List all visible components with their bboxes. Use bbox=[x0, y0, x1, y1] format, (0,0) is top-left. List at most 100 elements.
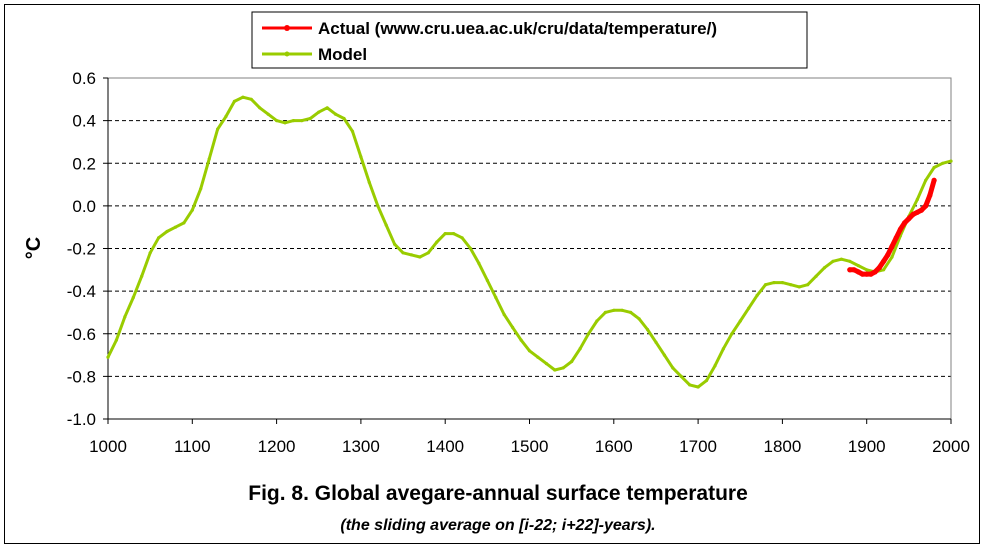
series-line-actual bbox=[847, 177, 937, 277]
chart-subtitle: (the sliding average on [i-22; i+22]-yea… bbox=[340, 517, 655, 534]
data-point-actual bbox=[910, 211, 916, 217]
data-point-model bbox=[789, 283, 793, 287]
y-tick-label: 0.6 bbox=[72, 69, 96, 88]
data-point-model bbox=[325, 106, 329, 110]
data-point-model bbox=[165, 229, 169, 234]
data-point-model bbox=[755, 293, 759, 297]
data-point-model bbox=[435, 240, 439, 244]
data-point-model bbox=[249, 97, 253, 101]
data-point-model bbox=[721, 347, 726, 351]
y-tick-label: 0.4 bbox=[72, 112, 96, 131]
data-point-model bbox=[148, 251, 152, 255]
data-point-model bbox=[359, 155, 363, 159]
legend: Actual (www.cru.uea.ac.uk/cru/data/tempe… bbox=[251, 11, 808, 69]
data-point-model bbox=[570, 359, 574, 364]
data-point-model bbox=[806, 283, 810, 287]
axes: -1.0 -0.8 -0.6 -0.4 -0.2 0.0 0.2 0.4 0.6 1000 1100… bbox=[67, 69, 970, 456]
data-point-model bbox=[763, 283, 768, 287]
y-tick-label: -0.2 bbox=[67, 240, 96, 259]
y-tick-label: -1.0 bbox=[67, 410, 96, 429]
legend-box bbox=[251, 11, 808, 69]
data-point-model bbox=[586, 332, 591, 336]
data-point-actual bbox=[914, 209, 920, 215]
data-point-model bbox=[131, 295, 135, 300]
data-point-model bbox=[671, 366, 675, 370]
data-point-model bbox=[924, 178, 928, 182]
series-layer bbox=[106, 95, 953, 389]
data-point-actual bbox=[881, 258, 887, 264]
data-point-model bbox=[376, 204, 380, 208]
data-point-model bbox=[342, 116, 346, 121]
data-point-actual bbox=[931, 177, 937, 183]
x-tick-label: 2000 bbox=[932, 437, 970, 456]
x-tick-label: 1600 bbox=[595, 437, 633, 456]
data-point-model bbox=[409, 253, 414, 257]
legend-label-actual: Actual (www.cru.uea.ac.uk/cru/data/tempe… bbox=[318, 19, 717, 38]
data-point-model bbox=[334, 112, 338, 116]
data-point-model bbox=[620, 308, 624, 312]
data-point-model bbox=[915, 197, 919, 202]
y-tick-label: 0.0 bbox=[72, 197, 96, 216]
data-point-model bbox=[477, 261, 481, 265]
data-point-model bbox=[527, 349, 532, 353]
data-point-model bbox=[730, 332, 734, 336]
data-point-model bbox=[140, 274, 144, 278]
data-point-model bbox=[258, 106, 262, 110]
data-point-model bbox=[266, 112, 270, 116]
data-point-model bbox=[241, 95, 245, 99]
data-point-model bbox=[317, 110, 321, 114]
data-point-model bbox=[890, 255, 894, 259]
x-tick-label: 1400 bbox=[426, 437, 464, 456]
data-point-actual bbox=[885, 252, 891, 258]
x-tick-label: 1300 bbox=[342, 437, 380, 456]
data-point-actual bbox=[851, 267, 857, 273]
data-point-model bbox=[865, 268, 869, 272]
x-tick-label: 1100 bbox=[174, 437, 211, 456]
x-tick-label: 1500 bbox=[511, 437, 549, 456]
series-line-model bbox=[106, 95, 953, 389]
data-point-model bbox=[814, 274, 818, 278]
data-point-model bbox=[688, 383, 692, 387]
data-point-actual bbox=[893, 235, 899, 241]
data-point-model bbox=[275, 119, 279, 123]
data-point-model bbox=[553, 368, 557, 372]
data-point-model bbox=[291, 119, 296, 123]
data-point-model bbox=[468, 246, 473, 251]
data-point-model bbox=[460, 236, 464, 240]
data-point-model bbox=[350, 129, 355, 133]
data-point-model bbox=[106, 355, 110, 359]
data-point-model bbox=[443, 232, 447, 236]
data-point-actual bbox=[855, 269, 861, 275]
data-point-model bbox=[393, 242, 397, 246]
data-point-actual bbox=[889, 243, 895, 249]
data-point-model bbox=[308, 116, 312, 121]
x-tick-label: 1200 bbox=[258, 437, 296, 456]
data-point-model bbox=[882, 268, 886, 272]
data-point-actual bbox=[927, 192, 933, 198]
data-point-model bbox=[797, 285, 801, 289]
data-point-model bbox=[452, 232, 456, 236]
data-point-model bbox=[207, 157, 211, 161]
data-point-model bbox=[654, 340, 658, 344]
data-point-model bbox=[645, 327, 650, 332]
x-tick-label: 1800 bbox=[763, 437, 801, 456]
y-tick-label: -0.8 bbox=[67, 367, 96, 386]
data-point-actual bbox=[918, 207, 925, 213]
data-point-actual bbox=[868, 271, 874, 277]
data-point-model bbox=[856, 264, 860, 268]
legend-marker-model bbox=[284, 51, 290, 57]
data-point-model bbox=[822, 266, 827, 270]
data-point-model bbox=[738, 319, 742, 323]
data-point-model bbox=[848, 259, 852, 263]
data-point-actual bbox=[859, 271, 866, 277]
data-point-actual bbox=[902, 220, 908, 226]
data-point-model bbox=[485, 278, 489, 283]
data-point-model bbox=[216, 127, 220, 131]
data-point-model bbox=[157, 236, 161, 240]
data-point-model bbox=[595, 319, 599, 323]
data-point-model bbox=[932, 165, 936, 170]
data-point-actual bbox=[923, 203, 929, 209]
data-point-model bbox=[418, 255, 422, 259]
data-point-model bbox=[123, 315, 127, 319]
